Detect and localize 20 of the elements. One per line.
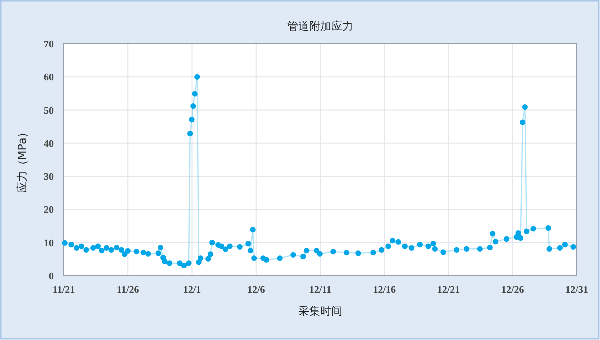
y-tick-label: 70 xyxy=(44,40,54,50)
y-tick-label: 60 xyxy=(44,72,54,84)
y-tick-label: 20 xyxy=(44,205,54,216)
x-tick-label: 11/21 xyxy=(52,285,76,296)
x-tick-label: 12/31 xyxy=(566,285,588,296)
x-tick-label: 12/6 xyxy=(247,285,266,296)
x-tick-label: 12/21 xyxy=(437,285,460,296)
y-tick-label: 50 xyxy=(44,106,54,117)
y-tick-label: 30 xyxy=(44,172,54,184)
x-tick-label: 12/11 xyxy=(309,285,332,296)
x-tick-label: 12/16 xyxy=(373,285,396,296)
y-axis-title: 应力（MPa） xyxy=(16,126,29,194)
chart-title: 管道附加应力 xyxy=(288,20,354,33)
x-tick-label: 11/26 xyxy=(117,285,140,296)
y-tick-label: 0 xyxy=(49,272,54,282)
x-tick-label: 12/1 xyxy=(183,285,202,296)
x-axis-title: 采集时间 xyxy=(298,305,342,318)
y-tick-label: 40 xyxy=(44,138,54,150)
y-tick-label: 10 xyxy=(44,238,54,250)
x-tick-label: 12/26 xyxy=(501,285,524,296)
